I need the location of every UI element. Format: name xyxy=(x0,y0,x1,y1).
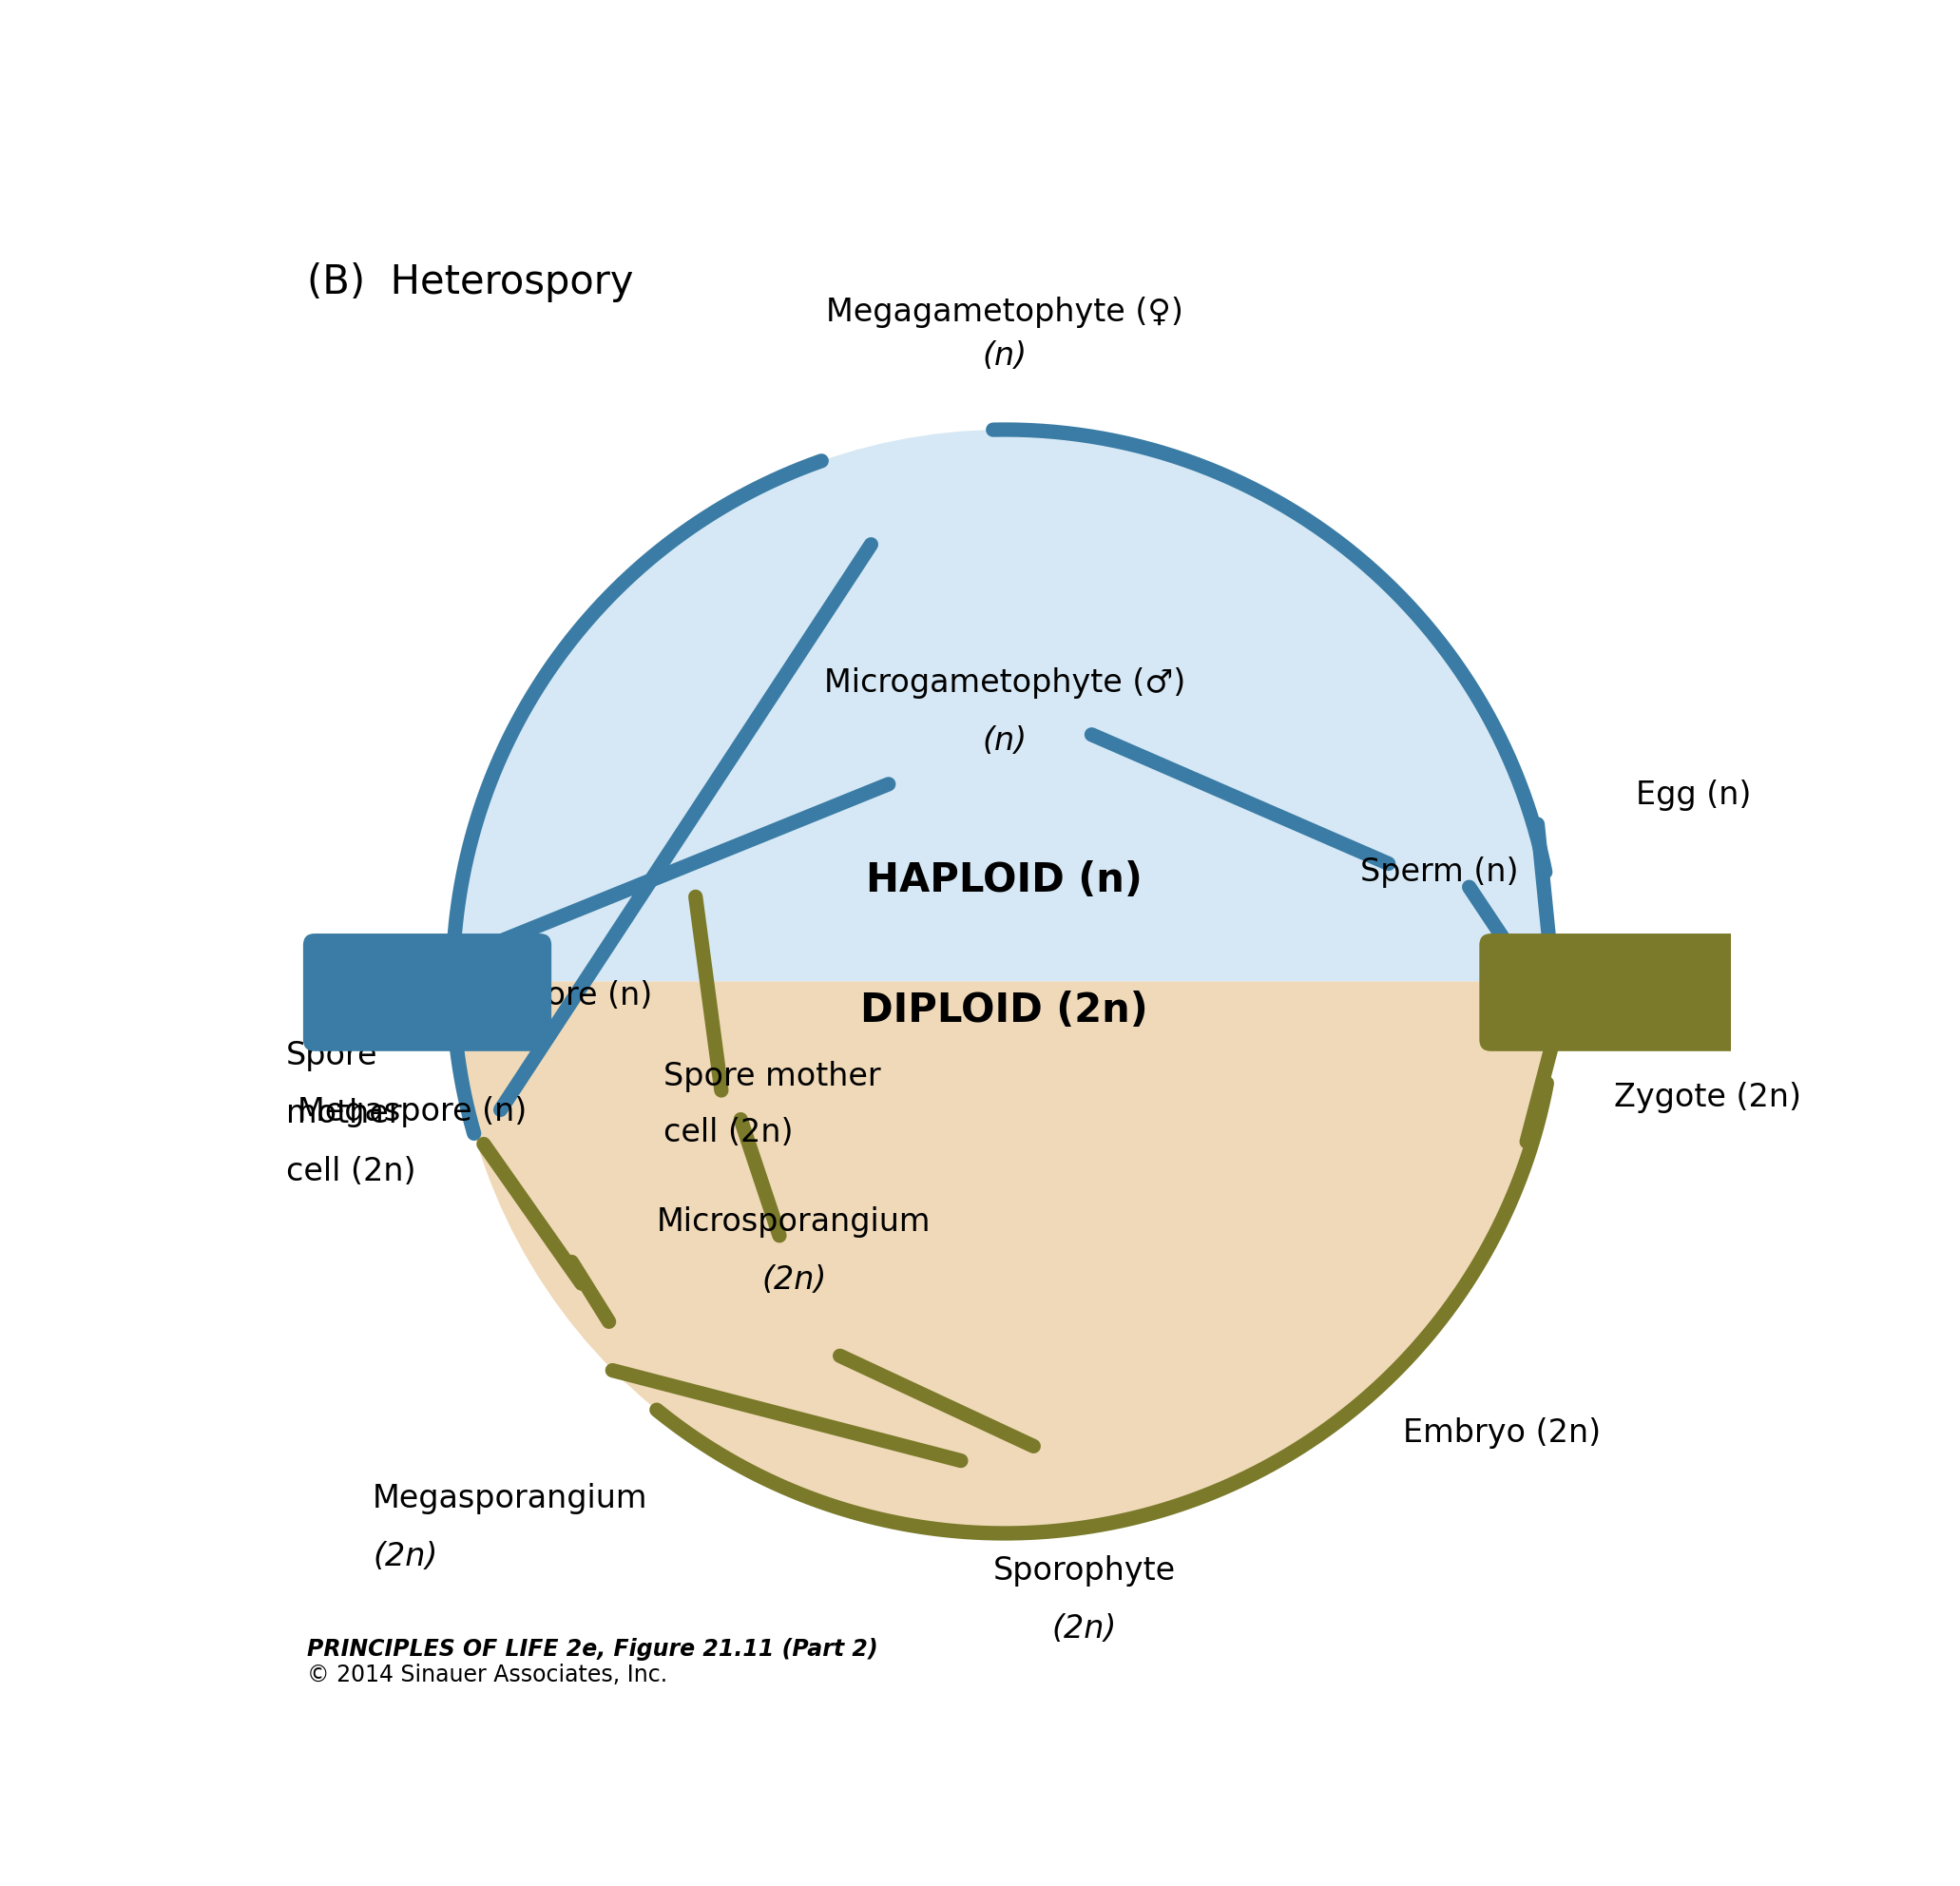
Text: Microsporangium: Microsporangium xyxy=(657,1207,931,1237)
Text: Embryo (2n): Embryo (2n) xyxy=(1403,1418,1601,1448)
Text: © 2014 Sinauer Associates, Inc.: © 2014 Sinauer Associates, Inc. xyxy=(308,1663,668,1686)
Text: DIPLOID (2n): DIPLOID (2n) xyxy=(860,990,1149,1030)
FancyBboxPatch shape xyxy=(1480,934,1793,1051)
Text: (B)  Heterospory: (B) Heterospory xyxy=(308,262,633,302)
Text: Microspore (n): Microspore (n) xyxy=(425,981,653,1013)
Text: (n): (n) xyxy=(982,339,1027,372)
Text: Fertilization: Fertilization xyxy=(1515,975,1758,1009)
Text: PRINCIPLES OF LIFE 2e, Figure 21.11 (Part 2): PRINCIPLES OF LIFE 2e, Figure 21.11 (Par… xyxy=(308,1637,878,1662)
Text: cell (2n): cell (2n) xyxy=(662,1117,794,1149)
Text: Microgametophyte (♂): Microgametophyte (♂) xyxy=(823,668,1186,698)
Text: Meiosis: Meiosis xyxy=(351,975,504,1009)
Text: Spore: Spore xyxy=(286,1039,378,1071)
Text: Spore mother: Spore mother xyxy=(662,1062,880,1092)
Text: Sporophyte: Sporophyte xyxy=(994,1556,1176,1586)
Text: Megasporangium: Megasporangium xyxy=(372,1482,649,1514)
Text: (2n): (2n) xyxy=(1053,1613,1117,1645)
Text: (2n): (2n) xyxy=(760,1266,827,1296)
Text: Egg (n): Egg (n) xyxy=(1637,779,1752,811)
Text: mother: mother xyxy=(286,1098,402,1130)
Wedge shape xyxy=(453,981,1556,1533)
Text: cell (2n): cell (2n) xyxy=(286,1156,416,1186)
Wedge shape xyxy=(453,430,1556,981)
Text: (2n): (2n) xyxy=(372,1541,437,1571)
Text: Zygote (2n): Zygote (2n) xyxy=(1615,1083,1801,1113)
FancyBboxPatch shape xyxy=(304,934,551,1051)
Text: Sperm (n): Sperm (n) xyxy=(1360,856,1519,888)
Text: Megagametophyte (♀): Megagametophyte (♀) xyxy=(825,296,1184,328)
Text: HAPLOID (n): HAPLOID (n) xyxy=(866,860,1143,900)
Text: Megaspore (n): Megaspore (n) xyxy=(298,1096,527,1128)
Text: (n): (n) xyxy=(982,724,1027,756)
